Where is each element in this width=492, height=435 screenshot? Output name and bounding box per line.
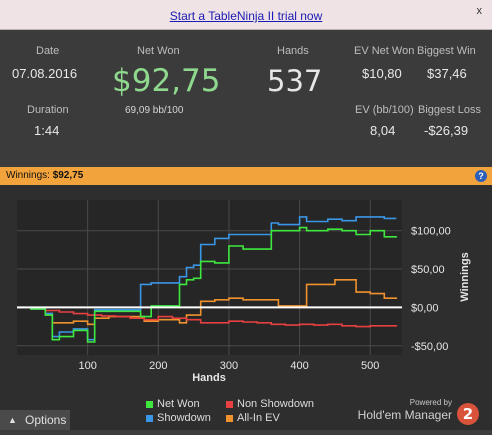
hands-value: 537 — [267, 64, 323, 98]
powered-by-text: Powered by — [409, 398, 452, 407]
x-tick-label: 400 — [290, 360, 308, 372]
x-tick-label: 200 — [149, 360, 167, 372]
winnings-value: $92,75 — [52, 170, 84, 181]
winnings-label: Winnings: — [6, 170, 50, 181]
session-stats-panel: Date 07.08.2016 Duration 1:44 Net Won $9… — [0, 30, 492, 165]
legend-label: Non Showdown — [237, 398, 315, 410]
date-value: 07.08.2016 — [12, 66, 78, 81]
x-tick-labels: 100 200 300 400 500 — [78, 360, 379, 372]
legend-label: All-In EV — [237, 412, 280, 424]
ev-net-won-value: $10,80 — [362, 66, 402, 81]
x-tick-label: 100 — [78, 360, 96, 372]
winnings-chart: $100,00 $50,00 $0,00 -$50,00 100 200 300 400 50… — [17, 200, 471, 384]
caret-up-icon: ▲ — [8, 415, 17, 425]
options-button[interactable]: ▲ Options — [0, 410, 70, 430]
series-lines — [17, 216, 398, 343]
legend-swatch — [226, 414, 233, 422]
biggest-win-value: $37,46 — [427, 66, 467, 81]
net-won-label: Net Won — [137, 45, 180, 57]
winnings-summary: Winnings: $92,75 — [6, 170, 83, 181]
legend-swatch — [226, 400, 233, 408]
bb-per-100-value: 69,09 bb/100 — [125, 105, 184, 116]
legend-swatch — [146, 414, 153, 422]
biggest-loss-label: Biggest Loss — [418, 104, 481, 116]
x-tick-label: 500 — [361, 360, 379, 372]
y-tick-label: $100,00 — [411, 226, 451, 238]
duration-label: Duration — [27, 104, 69, 116]
x-axis-label: Hands — [192, 372, 226, 384]
trial-link[interactable]: Start a TableNinja II trial now — [169, 9, 323, 23]
ev-bb-value: 8,04 — [370, 123, 396, 138]
plot-area — [17, 200, 402, 355]
legend-all-in-ev[interactable]: All-In EV — [226, 412, 280, 424]
help-icon[interactable]: ? — [475, 170, 487, 182]
hands-label: Hands — [277, 45, 309, 57]
winnings-chart-area: $100,00 $50,00 $0,00 -$50,00 100 200 300 400 50… — [0, 185, 492, 430]
trial-banner: Start a TableNinja II trial now x — [0, 0, 492, 30]
winnings-bar: Winnings: $92,75 ? — [0, 167, 492, 185]
brand-name: Hold'em Manager — [357, 408, 452, 422]
y-tick-label: -$50,00 — [411, 341, 448, 353]
grid-lines — [17, 200, 402, 355]
y-tick-label: $50,00 — [411, 264, 445, 276]
legend-showdown[interactable]: Showdown — [146, 412, 211, 424]
series-line-all-in-ev — [17, 279, 398, 326]
series-line-net-won — [17, 226, 398, 343]
holdem-manager-logo-icon: 2 — [457, 403, 479, 425]
ev-bb-label: EV (bb/100) — [355, 104, 414, 116]
ev-net-won-label: EV Net Won — [354, 45, 415, 57]
legend-label: Showdown — [157, 412, 211, 424]
legend-non-showdown[interactable]: Non Showdown — [226, 398, 314, 410]
biggest-loss-value: -$26,39 — [424, 123, 469, 138]
close-icon[interactable]: x — [476, 5, 483, 17]
x-tick-label: 300 — [220, 360, 238, 372]
series-line-showdown — [17, 216, 397, 341]
y-tick-label: $0,00 — [411, 302, 439, 314]
series-line-non-showdown — [17, 306, 398, 328]
legend-swatch — [146, 400, 153, 408]
y-axis-label: Winnings — [459, 252, 471, 301]
net-won-value: $92,75 — [112, 63, 221, 99]
legend-label: Net Won — [157, 398, 200, 410]
duration-value: 1:44 — [34, 123, 60, 138]
date-label: Date — [36, 45, 60, 57]
biggest-win-label: Biggest Win — [417, 45, 476, 57]
legend-net-won[interactable]: Net Won — [146, 398, 200, 410]
y-tick-labels: $100,00 $50,00 $0,00 -$50,00 — [411, 226, 451, 353]
options-label: Options — [25, 413, 67, 427]
